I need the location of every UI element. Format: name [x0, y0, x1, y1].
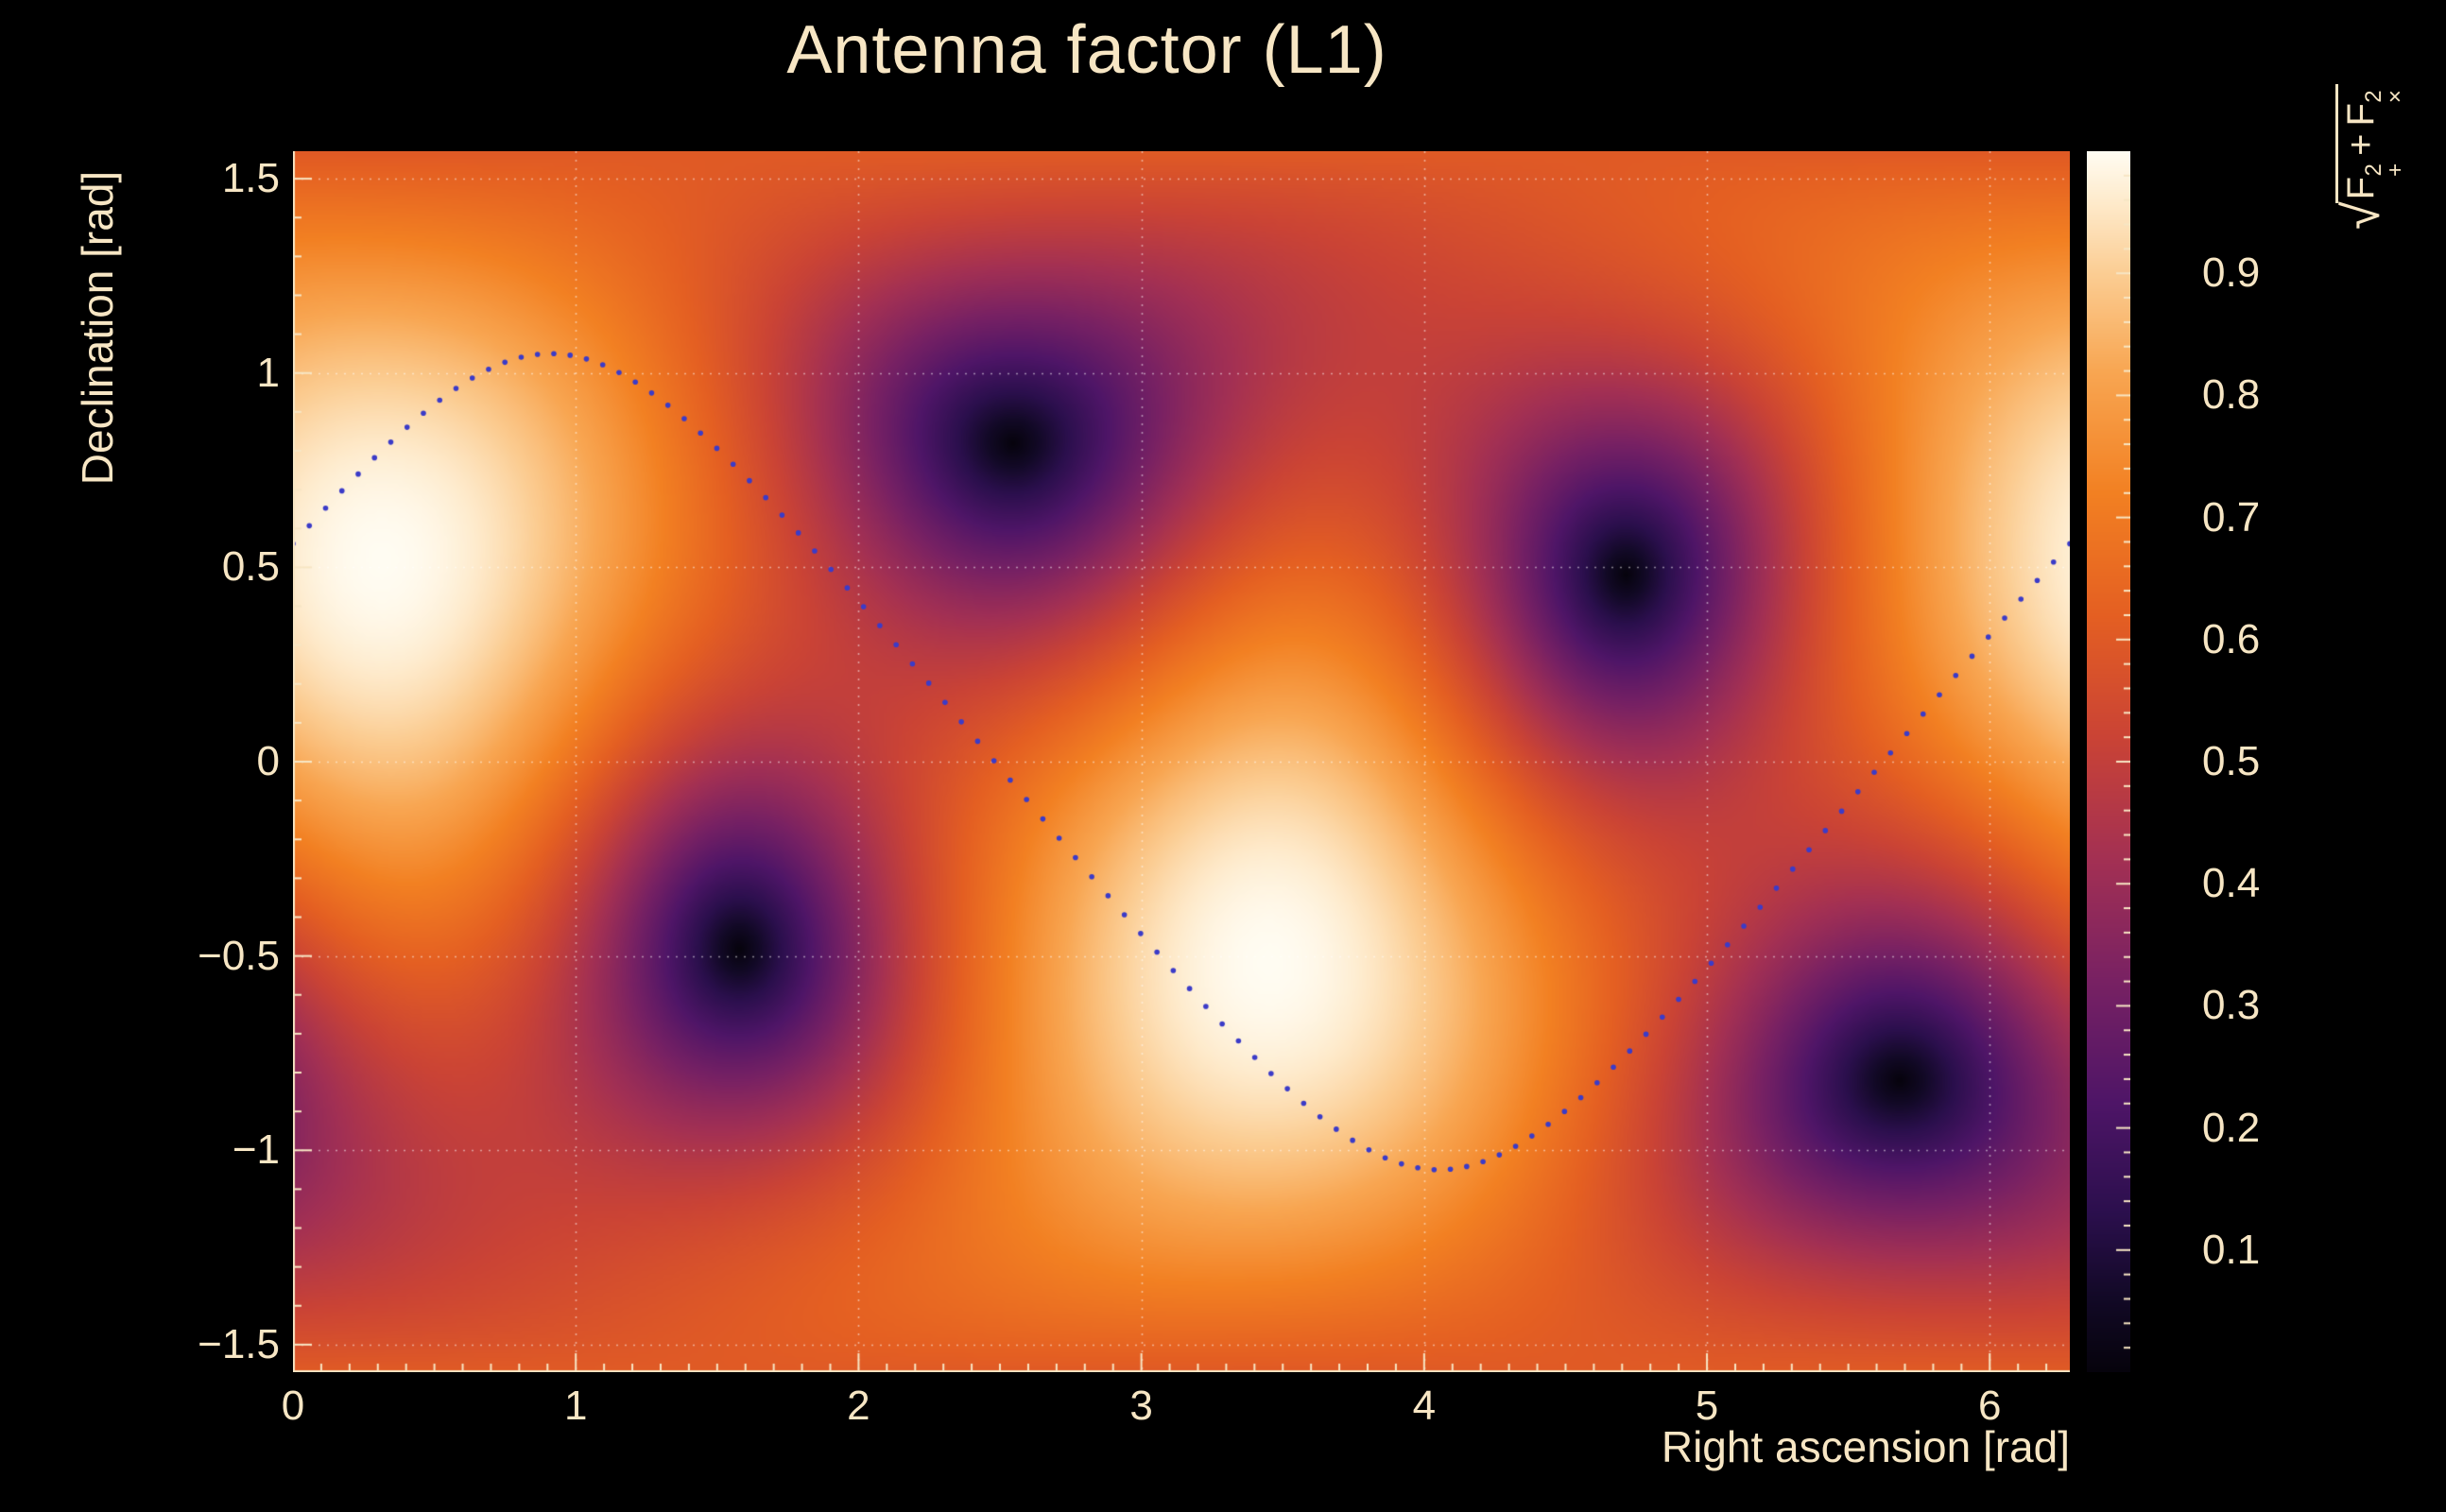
z-tick-label: 0.8	[2202, 371, 2261, 419]
z-tick-label: 0.9	[2202, 249, 2261, 297]
y-tick-label: −1	[232, 1126, 280, 1174]
z-tick-label: 0.2	[2202, 1104, 2261, 1151]
z-tick-label: 0.6	[2202, 615, 2261, 662]
y-tick-label: 0	[256, 738, 280, 784]
z-tick-label: 0.3	[2202, 982, 2261, 1029]
z-tick-label: 0.4	[2202, 860, 2261, 907]
z-tick-label: 0.7	[2202, 493, 2261, 541]
x-tick-label: 2	[847, 1383, 870, 1429]
y-tick-label: 1.5	[221, 155, 280, 202]
x-tick-label: 5	[1695, 1383, 1719, 1429]
x-axis-title: Right ascension [rad]	[1661, 1422, 2070, 1471]
heatmap-canvas	[293, 151, 2070, 1372]
colorbar-canvas	[2087, 151, 2130, 1372]
x-tick-label: 3	[1129, 1383, 1153, 1429]
y-tick-label: −0.5	[198, 932, 280, 979]
x-tick-label: 0	[281, 1383, 305, 1429]
y-tick-label: 0.5	[221, 543, 280, 591]
x-tick-label: 4	[1412, 1383, 1437, 1429]
plot-title: Antenna factor (L1)	[786, 12, 1387, 88]
x-tick-label: 6	[1978, 1383, 2002, 1429]
z-tick-label: 0.5	[2202, 738, 2261, 784]
z-tick-label: 0.1	[2202, 1226, 2261, 1273]
x-tick-label: 1	[563, 1383, 588, 1429]
y-tick-label: −1.5	[198, 1320, 280, 1367]
y-tick-label: 1	[256, 349, 280, 396]
